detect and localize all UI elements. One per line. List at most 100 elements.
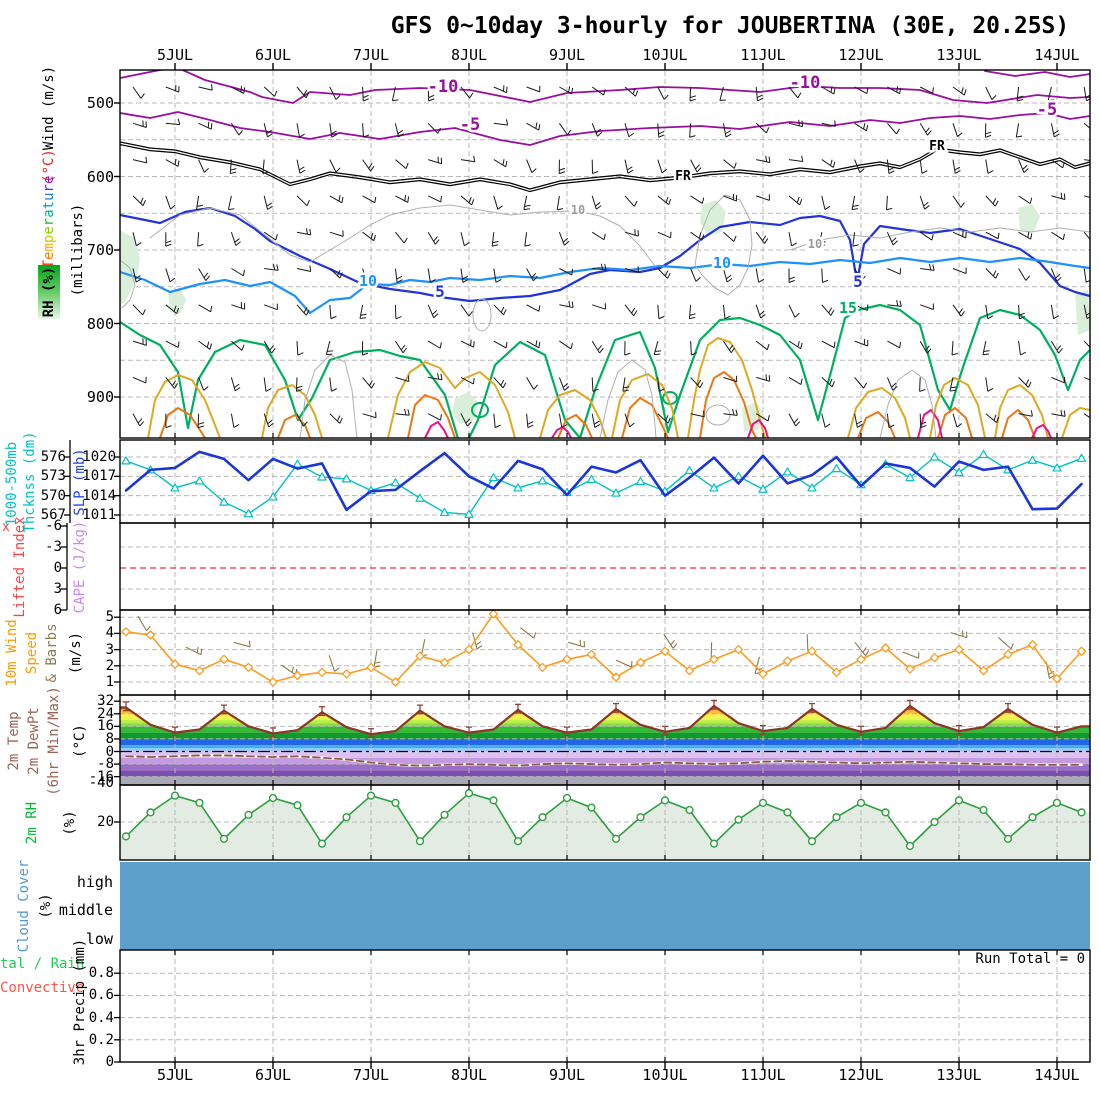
thickness-marker [782, 467, 793, 476]
wind-barb-tick [801, 155, 804, 162]
wind-barb-tick [1060, 409, 1063, 416]
thickness-marker [709, 483, 719, 492]
wind-barb-tick [404, 408, 407, 416]
wind-barb-tick [919, 389, 926, 392]
wind-barb [460, 122, 475, 128]
wind-barb [591, 340, 601, 354]
rh-marker [317, 839, 327, 848]
wind-barb-tick [196, 646, 199, 653]
temp-tick-label: 16 [97, 718, 114, 735]
wind-barb [821, 86, 835, 95]
wind-barb-tick [793, 418, 799, 424]
wind-barb [854, 268, 862, 281]
wind-barb [233, 641, 251, 648]
wind-speed-marker [292, 670, 303, 681]
contour-25 [277, 414, 311, 438]
wind-barb-tick [593, 420, 600, 425]
contour-20 [929, 377, 986, 438]
wind-barb-tick [1027, 231, 1030, 238]
rh-marker [170, 791, 180, 800]
wind-barb-tick [306, 228, 308, 235]
wind-barb-tick [824, 423, 831, 428]
contour-20 [147, 374, 221, 438]
wind-barb-tick [1053, 130, 1059, 135]
wind-barb-tick [428, 94, 435, 99]
wind-barb-tick [592, 170, 599, 175]
wind-barb [755, 413, 769, 422]
wind-barb-tick [165, 425, 172, 429]
wind-barb-tick [339, 417, 343, 424]
wind-barb-tick [303, 89, 308, 96]
wind-barb-tick [370, 165, 375, 172]
wind-barb [362, 377, 372, 389]
wind-barb-tick [505, 341, 508, 348]
wind-barb-tick [921, 170, 928, 174]
contour-rh10 [120, 259, 136, 309]
wind-barb [624, 268, 639, 273]
axis-label-2m-rh: 2m RH [24, 801, 40, 845]
wind-barb-tick [886, 207, 893, 211]
wind-barb [230, 377, 236, 392]
wind-barb-tick [659, 388, 665, 392]
contour-label: 5 [853, 272, 863, 291]
wind-barb-tick [330, 315, 337, 320]
day-label-bottom: 12JUL [838, 1066, 884, 1084]
wind-barb-tick [756, 94, 763, 99]
wind-barb [296, 86, 307, 99]
cloud-cover-fill [120, 862, 1090, 950]
wind-barb [657, 231, 671, 239]
wind-barb-tick [633, 200, 638, 207]
wind-barb-tick [211, 84, 213, 91]
wind-barb-tick [1023, 168, 1029, 173]
wind-barb-tick [672, 643, 678, 649]
wind-speed-marker [562, 654, 572, 664]
wind-barb-tick [559, 167, 566, 171]
day-label-bottom: 14JUL [1034, 1066, 1080, 1084]
rh-marker [685, 805, 694, 815]
wind-barb-tick [368, 380, 373, 386]
wind-barb [821, 413, 826, 428]
wind-barb [1050, 123, 1055, 138]
contour-15 [120, 303, 1090, 438]
wind-barb [493, 413, 496, 428]
wind-barb-tick [145, 156, 148, 163]
wind-barb [296, 413, 304, 427]
wind-barb-tick [473, 155, 476, 162]
wind-barb [689, 123, 692, 138]
thickness-marker [219, 497, 229, 506]
wind-barb [887, 340, 900, 349]
wind-barb-tick [896, 300, 899, 307]
rh-marker [244, 810, 253, 819]
wind-barb [657, 159, 663, 174]
wind-barb-tick [561, 424, 568, 428]
wind-barb [722, 123, 727, 138]
wind-barb-tick [336, 415, 341, 422]
wind-barb-tick [137, 418, 143, 424]
thickness-tick-label: 570 [40, 487, 66, 504]
wind-barb-tick [462, 279, 469, 283]
wind-barb [391, 86, 396, 101]
wind-barb-tick [165, 240, 172, 244]
wind-speed-marker [1027, 640, 1038, 650]
panel-border [119, 949, 1091, 1063]
wind-barb [622, 377, 626, 392]
wind-barb [919, 159, 923, 174]
wind-barb-tick [535, 122, 538, 129]
wind-barb-tick [299, 133, 305, 138]
wind-barb [690, 231, 703, 241]
wind-barb-tick [1016, 99, 1024, 102]
wind-barb-tick [502, 382, 507, 389]
wind-barb-tick [434, 239, 440, 245]
wind-barb-tick [728, 344, 734, 351]
wind-barb-tick [432, 310, 438, 315]
wind-barb-tick [468, 196, 472, 203]
wind-barb-tick [735, 409, 738, 416]
wind-barb-tick [203, 272, 209, 278]
thickness-marker [464, 509, 474, 518]
wind-barb-tick [469, 92, 474, 99]
thickness-marker [194, 476, 205, 485]
wind-speed-marker [831, 667, 842, 677]
wind-barb-tick [440, 373, 443, 380]
thickness-marker [635, 476, 646, 486]
wind-barb [985, 268, 997, 279]
